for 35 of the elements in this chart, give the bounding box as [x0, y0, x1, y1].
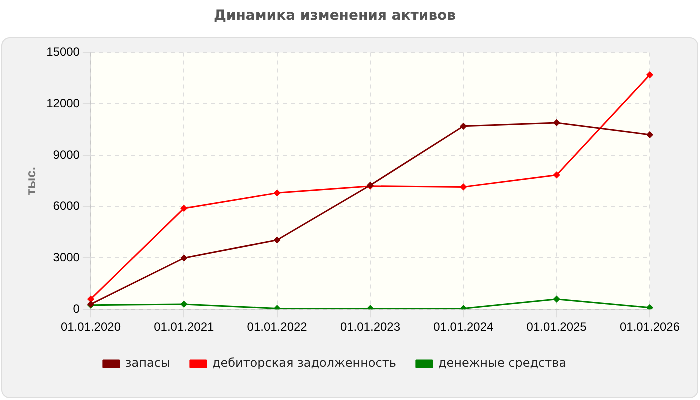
point: [646, 304, 654, 310]
y-axis-title: тыс.: [23, 167, 38, 196]
legend-label: запасы: [125, 356, 170, 370]
y-tick-label: 6000: [53, 199, 80, 214]
point: [180, 254, 188, 262]
point: [646, 132, 654, 138]
y-tick-label: 0: [73, 302, 80, 316]
point: [460, 123, 467, 130]
x-tick-label: 01.01.2024: [434, 320, 494, 334]
x-tick-label: 01.01.2022: [247, 320, 308, 334]
point: [554, 172, 560, 178]
point: [460, 305, 467, 310]
x-tick-label: 01.01.2023: [340, 320, 401, 334]
x-tick-label: 01.01.2026: [620, 320, 680, 334]
legend-label: денежные средства: [438, 356, 567, 370]
point: [646, 72, 654, 78]
legend-label: дебиторская задолженность: [212, 356, 396, 370]
point: [274, 305, 281, 310]
x-tick-label: 01.01.2021: [154, 320, 214, 334]
chart-title: Динамика изменения активов: [214, 8, 456, 24]
point: [274, 190, 281, 196]
point: [554, 120, 560, 126]
point: [88, 296, 94, 303]
point: [274, 237, 281, 244]
point: [180, 301, 188, 308]
y-tick-label: 15000: [46, 45, 80, 60]
x-tick-label: 01.01.2020: [60, 320, 122, 334]
y-tick-label: 12000: [46, 96, 80, 110]
y-tick-label: 3000: [53, 250, 80, 265]
point: [554, 296, 560, 303]
point: [460, 184, 467, 190]
x-tick-label: 01.01.2025: [526, 320, 588, 334]
point: [367, 305, 374, 310]
point: [180, 205, 188, 212]
y-tick-label: 9000: [53, 148, 80, 162]
